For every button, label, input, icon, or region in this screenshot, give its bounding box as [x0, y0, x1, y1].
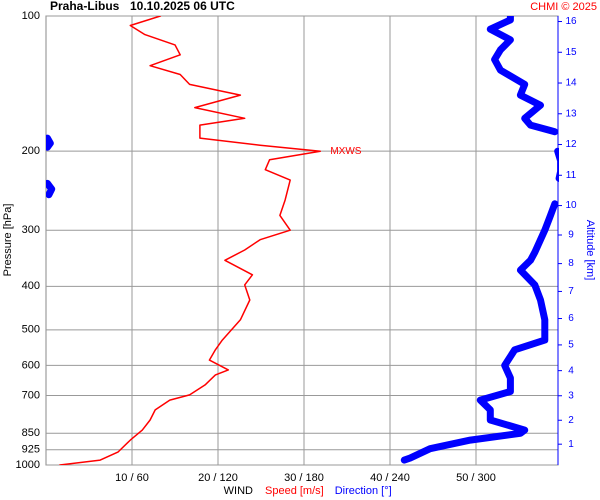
y2-tick-label: 1: [568, 439, 574, 450]
y-tick-label: 700: [22, 389, 40, 401]
profile-line: [486, 16, 559, 136]
y2-tick-label: 8: [568, 258, 574, 269]
y2-tick-label: 10: [565, 200, 577, 211]
y2-tick-label: 11: [566, 170, 577, 181]
x-tick-label: 50 / 300: [456, 472, 496, 484]
legend-entry: Direction [°]: [335, 485, 392, 497]
y2-tick-label: 3: [568, 390, 574, 401]
x-tick-label: 20 / 120: [198, 472, 238, 484]
y2-tick-label: 5: [568, 340, 574, 351]
series-layer: [46, 16, 559, 465]
profile-line: [46, 134, 54, 151]
annotation: MXWS: [330, 146, 361, 157]
y2-tick-label: 16: [565, 16, 577, 27]
y-tick-label: 850: [22, 427, 40, 439]
y2-tick-label: 15: [565, 47, 577, 58]
credit: CHMI © 2025: [530, 1, 597, 13]
chart-subtitle: 10.10.2025 06 UTC: [130, 0, 235, 13]
x-tick-label: 30 / 180: [284, 472, 324, 484]
y-tick-label: 1000: [16, 459, 40, 471]
y-tick-label: 400: [22, 280, 40, 292]
legend-entry: Speed [m/s]: [265, 485, 324, 497]
y2-tick-label: 7: [568, 286, 574, 297]
x-axis-label: WIND: [224, 485, 253, 497]
y-tick-label: 300: [22, 224, 40, 236]
profile-line: [46, 179, 56, 199]
y-axis-label: Pressure [hPa]: [2, 204, 14, 277]
profile-line: [59, 16, 322, 465]
profile-line: [554, 147, 559, 182]
y2-axis-label: Altitude [km]: [584, 220, 596, 281]
y-tick-label: 100: [22, 10, 40, 22]
x-tick-label: 40 / 240: [370, 472, 410, 484]
y2-tick-label: 14: [565, 78, 577, 89]
y2-tick-label: 12: [565, 139, 577, 150]
x-tick-label: 10 / 60: [115, 472, 149, 484]
chart-title: Praha-Libus: [50, 0, 120, 13]
y-tick-label: 600: [22, 359, 40, 371]
y2-tick-label: 6: [568, 313, 574, 324]
y2-tick-label: 13: [565, 108, 577, 119]
y2-tick-label: 9: [568, 230, 574, 241]
y2-tick-label: 4: [568, 365, 574, 376]
profile-line: [400, 200, 559, 464]
y-tick-label: 500: [22, 324, 40, 336]
y2-tick-label: 2: [568, 415, 574, 426]
y-tick-label: 200: [22, 145, 40, 157]
y-tick-label: 925: [22, 444, 40, 456]
